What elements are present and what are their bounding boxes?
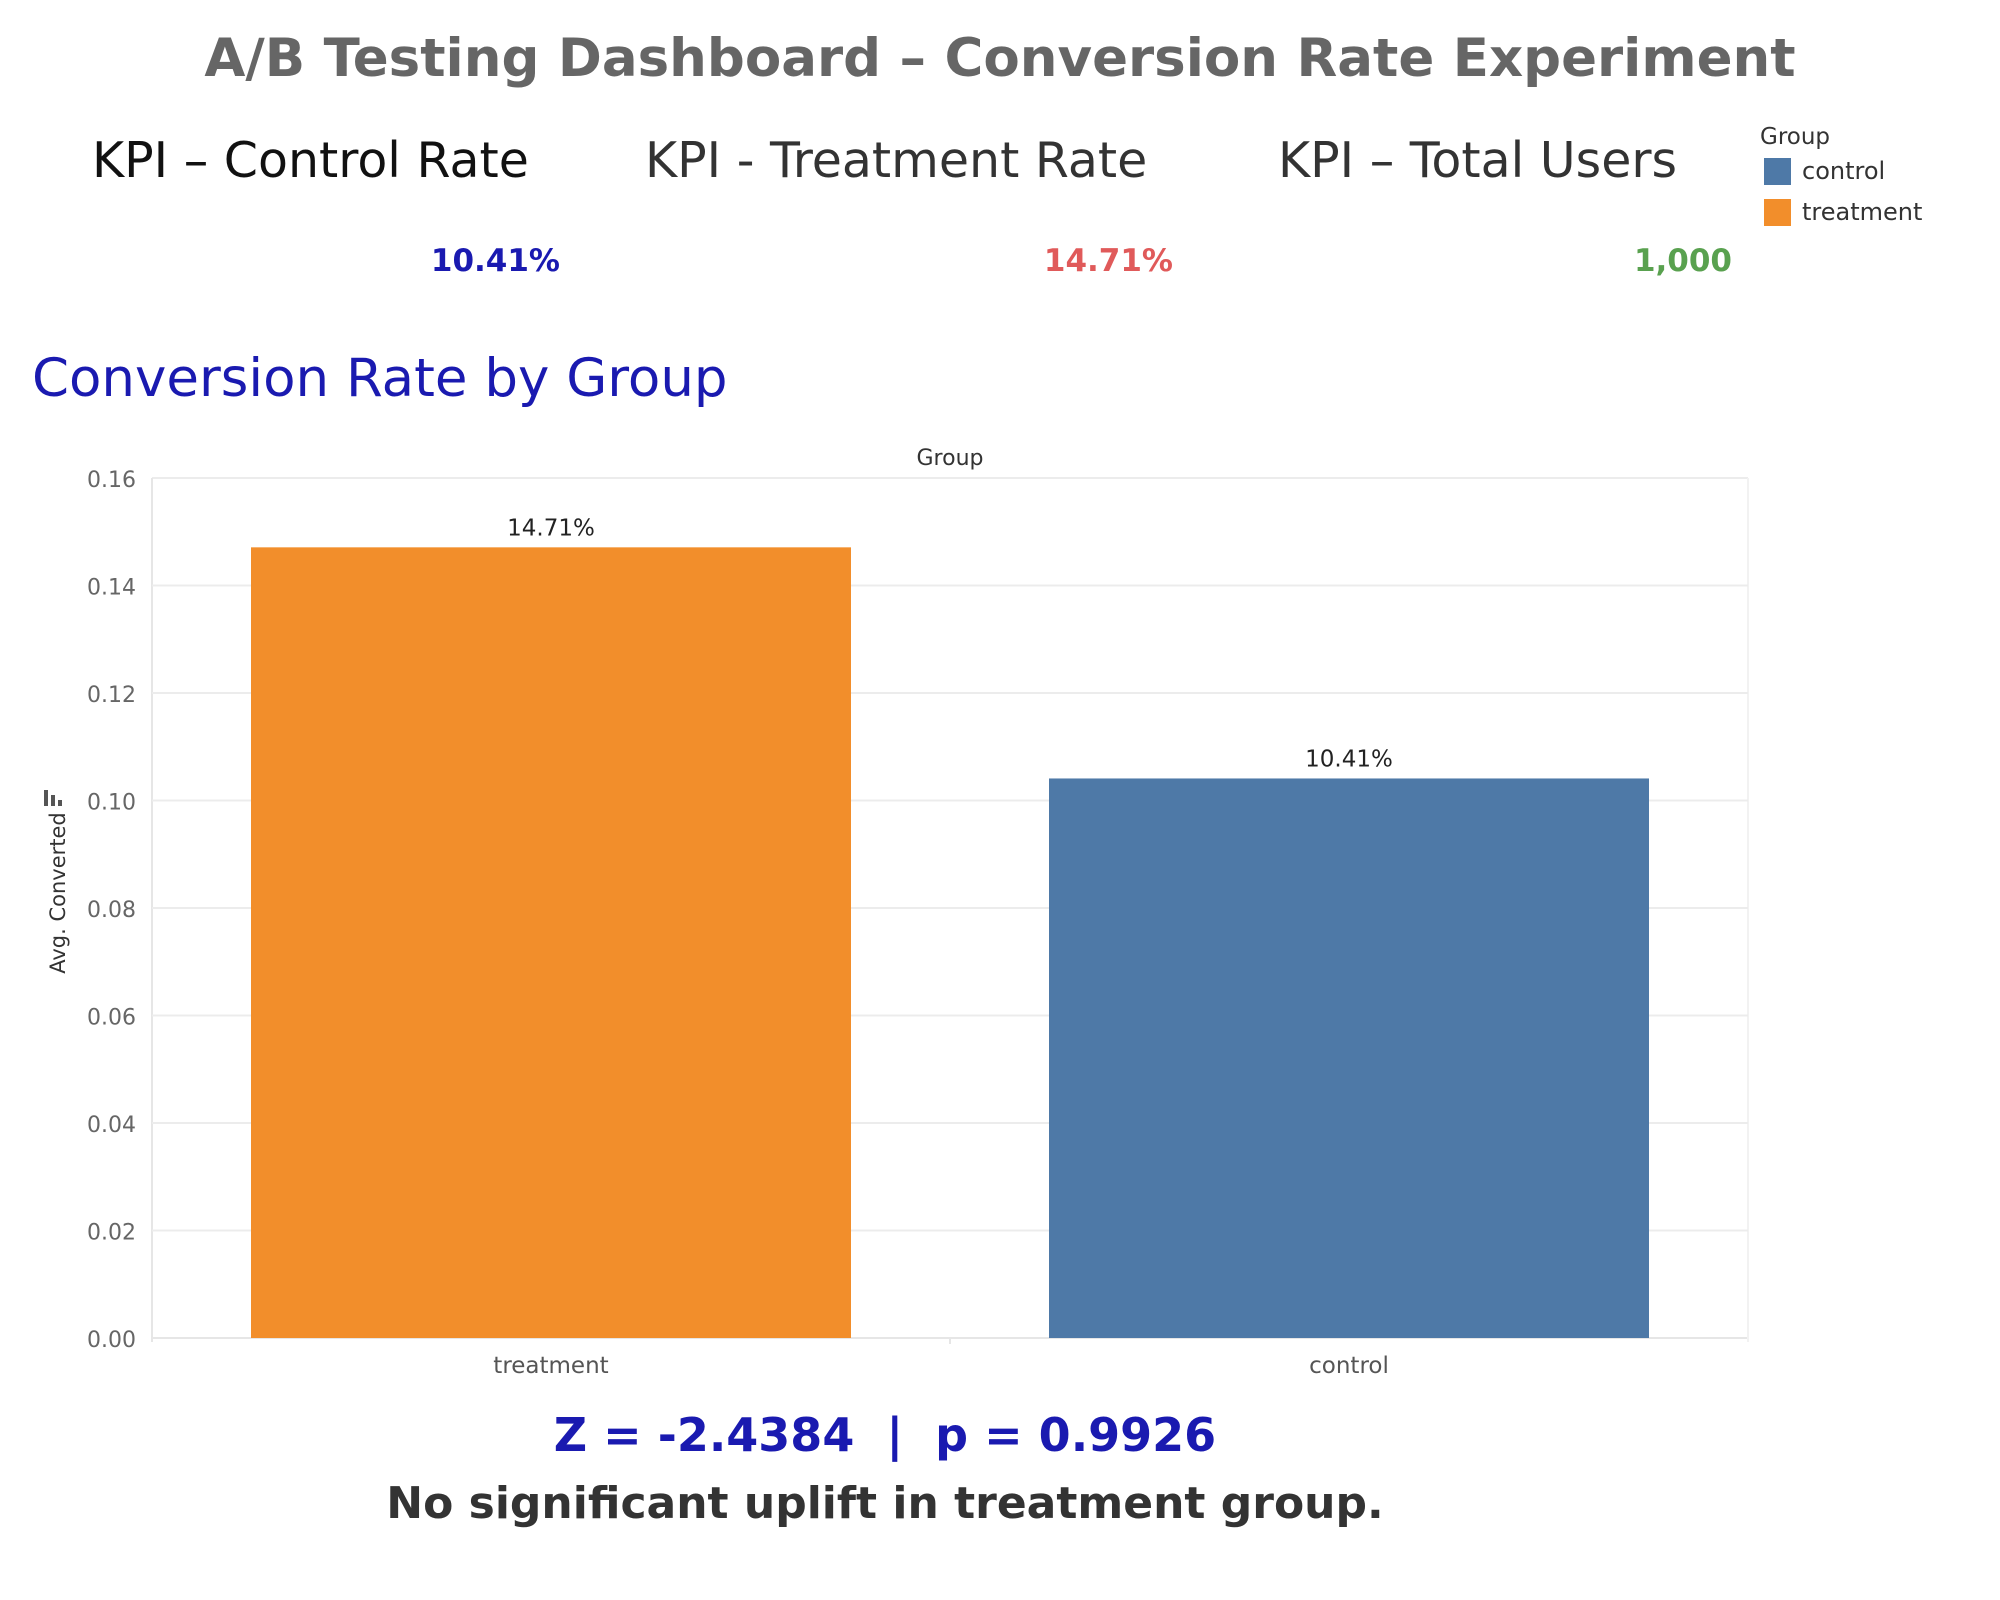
y-tick-label: 0.02 (87, 1221, 136, 1246)
bar-control (1049, 778, 1649, 1338)
y-axis-label: Avg. Converted (46, 812, 70, 974)
legend-title: Group (1760, 124, 1831, 150)
y-tick-label: 0.04 (87, 1113, 136, 1138)
bar-label-treatment: 14.71% (507, 515, 595, 541)
kpi-treatment-value: 14.71% (1043, 243, 1173, 279)
statistics-summary: Z = -2.4384 | p = 0.9926 (553, 1408, 1217, 1462)
y-tick-label: 0.12 (87, 683, 136, 708)
conclusion-text: No significant uplift in treatment group… (386, 1478, 1384, 1529)
chart-section-title: Conversion Rate by Group (32, 348, 728, 409)
kpi-control-label: KPI – Control Rate (92, 132, 529, 189)
legend-swatch-control (1764, 158, 1791, 185)
sort-icon[interactable] (44, 790, 62, 806)
y-tick-label: 0.08 (87, 898, 136, 923)
dashboard-title: A/B Testing Dashboard – Conversion Rate … (204, 28, 1796, 89)
legend-label-control: control (1802, 157, 1886, 185)
bar-treatment (251, 547, 851, 1338)
y-tick-label: 0.16 (87, 468, 136, 493)
y-tick-label: 0.14 (87, 576, 136, 601)
kpi-treatment-label: KPI - Treatment Rate (645, 132, 1148, 189)
kpi-total-users-label: KPI – Total Users (1278, 132, 1678, 189)
legend-swatch-treatment (1764, 199, 1791, 226)
kpi-total-users-value: 1,000 (1633, 243, 1732, 279)
kpi-control-value: 10.41% (430, 243, 560, 279)
chart-column-header: Group (917, 446, 984, 471)
y-tick-label: 0.06 (87, 1006, 136, 1031)
y-tick-label: 0.00 (87, 1328, 136, 1353)
y-tick-label: 0.10 (87, 791, 136, 816)
x-tick-label-control: control (1309, 1353, 1389, 1379)
x-tick-label-treatment: treatment (493, 1353, 608, 1379)
bar-label-control: 10.41% (1305, 746, 1393, 772)
legend-label-treatment: treatment (1802, 198, 1923, 226)
